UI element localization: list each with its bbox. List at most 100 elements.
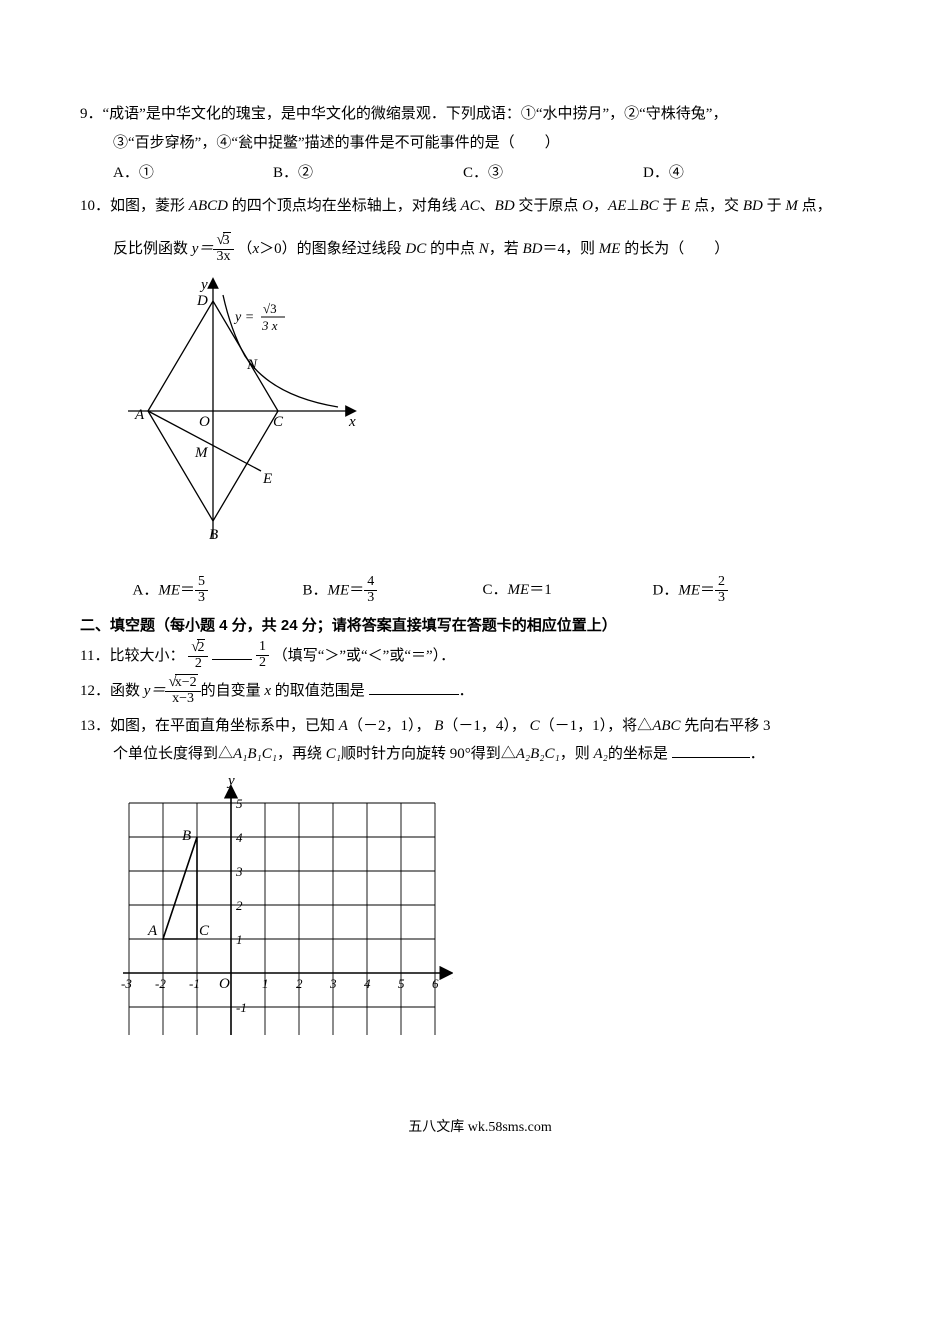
q10-bd: BD (495, 198, 515, 214)
q10-bd2: BD (743, 198, 763, 214)
q9-number: 9． (80, 106, 103, 122)
q13-c1: C₁ (326, 746, 341, 762)
q10-optC-eq: ＝1 (529, 582, 552, 598)
q13-Bpt: （－1，4）， (443, 718, 526, 734)
q10-bd3: BD (523, 241, 543, 257)
q10-svg-curvelabel-y: y = (233, 310, 254, 325)
q10-optD-den: 3 (715, 591, 728, 606)
q10-o: O (582, 198, 593, 214)
q13-C: C (530, 718, 540, 734)
svg-text:x: x (452, 967, 453, 983)
q13-a2: A₂ (594, 746, 608, 762)
q10-svg-curvelabel-num: √3 (263, 301, 277, 316)
svg-text:O: O (219, 976, 230, 992)
q11-frac2: 1 2 (256, 640, 269, 670)
q10-svg-D: D (196, 293, 208, 309)
q10-optA-me: ME (158, 583, 180, 599)
svg-text:2: 2 (296, 976, 303, 991)
q10-t3b: ， (593, 198, 608, 214)
q13-Apt: （－2，1）， (348, 718, 431, 734)
q10-t10: ＞0）的图象经过线段 (259, 241, 402, 257)
q13-A: A (339, 718, 348, 734)
q10-t9: （ (237, 241, 252, 257)
q10-m: M (785, 198, 798, 214)
q10-t6: 于 (767, 198, 782, 214)
q10-svg-E: E (262, 471, 272, 487)
q10-svg-x: x (348, 414, 356, 430)
svg-text:3: 3 (329, 976, 337, 991)
q11-frac1: √2 2 (188, 640, 208, 671)
q10-optB-pre: B． (303, 583, 328, 599)
q11-number: 11． (80, 648, 109, 664)
question-12: 12．函数 y＝ √x−2 x−3 的自变量 x 的取值范围是 ． (80, 676, 880, 707)
svg-text:5: 5 (236, 796, 243, 811)
question-10: 10．如图，菱形 ABCD 的四个顶点均在坐标轴上，对角线 AC、BD 交于原点… (80, 192, 880, 607)
q11-ta: 比较大小： (109, 648, 184, 664)
q13-figure: -3-2-1123456-2-112345OxyABC (113, 775, 880, 1046)
q10-svg-A: A (134, 407, 145, 423)
q13-Cpt: （－1，1），将△ (540, 718, 653, 734)
q10-n: N (479, 241, 489, 257)
q10-me: ME (599, 241, 621, 257)
q13-a2b2c1: A₂B₂C₁ (516, 746, 560, 762)
q10-bc: BC (639, 198, 658, 214)
q10-perp: ⊥ (626, 198, 639, 214)
q10-optD-num: 2 (715, 575, 728, 591)
svg-text:4: 4 (236, 830, 243, 845)
q10-svg-curvelabel-den: 3 x (261, 318, 278, 333)
section-2-header: 二、填空题（每小题 4 分，共 24 分；请将答案直接填写在答题卡的相应位置上） (80, 612, 880, 641)
svg-text:C: C (199, 923, 210, 939)
q9-optB: B．② (273, 159, 463, 188)
q13-t1: 如图，在平面直角坐标系中，已知 (110, 718, 335, 734)
q10-optC-pre: C． (483, 582, 508, 598)
svg-text:-1: -1 (236, 1000, 247, 1015)
q10-optB: B．ME＝43 (303, 576, 483, 606)
svg-text:3: 3 (235, 864, 243, 879)
q11-tb: （填写“＞”或“＜”或“＝”）． (273, 648, 455, 664)
q10-optA: A．ME＝53 (133, 576, 303, 606)
q10-optB-eq: ＝ (349, 583, 364, 599)
q10-t2: 的四个顶点均在坐标轴上，对角线 (232, 198, 457, 214)
q10-t12: ＝4，则 (543, 241, 596, 257)
q13-t7: 的坐标是 (608, 746, 668, 762)
q12-blank (369, 679, 459, 695)
q10-t5: 点，交 (694, 198, 739, 214)
q10-frac: √3 3x (213, 233, 233, 264)
q10-optA-pre: A． (133, 583, 159, 599)
question-11: 11．比较大小： √2 2 1 2 （填写“＞”或“＜”或“＝”）． (80, 641, 880, 672)
q10-figure: y x O A C D B N M E y = √3 3 x (113, 271, 880, 572)
page-footer: 五八文库 wk.58sms.com (80, 1115, 880, 1142)
q12-tc: 的取值范围是 (275, 683, 365, 699)
q10-optD-pre: D． (653, 583, 679, 599)
svg-text:A: A (147, 923, 158, 939)
q10-options: A．ME＝53 B．ME＝43 C．ME＝1 D．ME＝23 (80, 576, 880, 606)
q10-optC: C．ME＝1 (483, 576, 653, 606)
svg-text:1: 1 (236, 932, 243, 947)
q13-t6: ，则 (560, 746, 590, 762)
svg-text:B: B (182, 828, 191, 844)
svg-text:4: 4 (364, 976, 371, 991)
q10-t3: 交于原点 (518, 198, 578, 214)
q12-p: ． (459, 683, 474, 699)
svg-text:-1: -1 (189, 976, 200, 991)
q10-optB-den: 3 (364, 591, 377, 606)
q10-optD-me: ME (678, 583, 700, 599)
q13-a1b1c1: A₁B₁C₁ (233, 746, 277, 762)
q10-optD-eq: ＝ (700, 583, 715, 599)
q10-t2b: 、 (480, 198, 495, 214)
q10-optC-me: ME (508, 582, 530, 598)
q12-number: 12． (80, 683, 110, 699)
question-9: 9．“成语”是中华文化的瑰宝，是中华文化的微缩景观．下列成语：①“水中捞月”，②… (80, 100, 880, 188)
svg-text:1: 1 (262, 976, 269, 991)
q13-B: B (434, 718, 443, 734)
q9-optA: A．① (113, 159, 273, 188)
q12-x: x (261, 683, 275, 699)
q10-t4: 于 (662, 198, 677, 214)
q13-p: ． (750, 746, 765, 762)
q10-optB-me: ME (328, 583, 350, 599)
q10-yeq: y＝ (192, 241, 214, 257)
svg-text:-3: -3 (121, 976, 132, 991)
q10-t1: 如图，菱形 (110, 198, 185, 214)
q10-svg-O: O (199, 414, 210, 430)
q13-blank (672, 742, 750, 758)
